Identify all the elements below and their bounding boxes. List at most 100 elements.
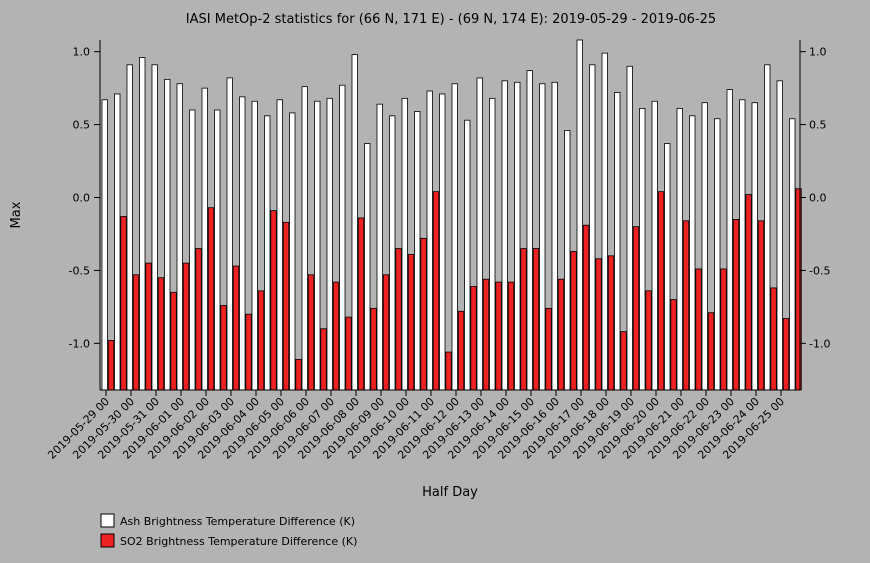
y-ticks-left: 1.0 0.5 0.0 -0.5 -1.0 bbox=[69, 46, 100, 350]
ash-bar-5 bbox=[164, 78, 171, 391]
so2-bar-5 bbox=[170, 291, 177, 391]
so2-bar-11 bbox=[245, 313, 252, 391]
so2-bar-2 bbox=[132, 274, 140, 391]
ash-bar-53 bbox=[764, 64, 771, 391]
ash-bar-4 bbox=[151, 64, 158, 391]
ash-bar-52 bbox=[751, 102, 758, 391]
ash-bar-50 bbox=[726, 89, 733, 391]
ash-bar-7 bbox=[189, 109, 196, 391]
so2-bar-19 bbox=[345, 316, 352, 391]
so2-bar-40 bbox=[607, 255, 615, 391]
ash-bar-49 bbox=[714, 118, 721, 391]
ash-bar-46 bbox=[676, 108, 683, 391]
ash-bar-35 bbox=[539, 83, 546, 391]
ash-bar-14 bbox=[276, 99, 283, 391]
so2-bar-31 bbox=[495, 281, 502, 391]
so2-bar-51 bbox=[745, 194, 752, 391]
ash-bar-20 bbox=[351, 54, 358, 391]
so2-bar-9 bbox=[220, 305, 227, 391]
ash-bar-41 bbox=[614, 92, 621, 391]
ash-bar-22 bbox=[376, 103, 383, 391]
ash-bar-23 bbox=[389, 115, 396, 391]
so2-bar-24 bbox=[407, 253, 415, 391]
so2-bar-48 bbox=[707, 312, 715, 391]
so2-bar-45 bbox=[670, 299, 677, 391]
ash-bar-24 bbox=[401, 97, 408, 391]
ash-bar-54 bbox=[776, 80, 783, 391]
so2-bar-7 bbox=[195, 248, 202, 391]
legend: Ash Brightness Temperature Difference (K… bbox=[100, 513, 357, 548]
legend-swatch-ash bbox=[100, 513, 115, 528]
y-tick-label-left-3: -0.5 bbox=[69, 264, 90, 277]
ash-bar-16 bbox=[301, 86, 308, 391]
ash-bar-40 bbox=[601, 52, 608, 391]
axes-group bbox=[99, 40, 801, 391]
ash-bar-10 bbox=[226, 77, 233, 391]
so2-bar-38 bbox=[582, 224, 590, 391]
so2-bar-44 bbox=[657, 191, 665, 391]
so2-bar-49 bbox=[720, 268, 727, 391]
x-axis-label: Half Day bbox=[422, 485, 478, 500]
ash-bar-6 bbox=[176, 83, 183, 391]
so2-bar-47 bbox=[695, 268, 702, 391]
so2-bar-21 bbox=[370, 307, 377, 391]
ash-bar-12 bbox=[251, 100, 258, 391]
chart-title: IASI MetOp-2 statistics for (66 N, 171 E… bbox=[186, 12, 716, 27]
so2-bar-39 bbox=[595, 258, 602, 391]
legend-label-ash: Ash Brightness Temperature Difference (K… bbox=[120, 515, 355, 528]
ash-bar-34 bbox=[526, 70, 533, 391]
so2-bar-54 bbox=[782, 318, 790, 391]
ash-bar-32 bbox=[501, 80, 508, 391]
ash-bar-51 bbox=[739, 99, 746, 391]
ash-bar-17 bbox=[314, 100, 321, 391]
so2-bar-10 bbox=[232, 265, 240, 391]
y-tick-label-right-1: 0.5 bbox=[809, 119, 827, 132]
so2-bar-50 bbox=[732, 218, 740, 391]
so2-bar-18 bbox=[332, 281, 340, 391]
ash-bar-19 bbox=[339, 84, 346, 391]
bars-group bbox=[101, 39, 802, 391]
ash-bar-13 bbox=[264, 115, 271, 391]
so2-bar-53 bbox=[770, 287, 777, 391]
so2-bar-25 bbox=[420, 237, 427, 391]
ash-bar-38 bbox=[576, 39, 583, 391]
y-tick-label-left-1: 0.5 bbox=[73, 119, 91, 132]
ash-bar-30 bbox=[476, 77, 483, 391]
ash-bar-29 bbox=[464, 119, 471, 391]
legend-label-so2: SO2 Brightness Temperature Difference (K… bbox=[120, 535, 357, 548]
so2-bar-12 bbox=[257, 290, 265, 391]
so2-bar-28 bbox=[457, 310, 465, 391]
ash-bar-8 bbox=[201, 87, 208, 391]
ash-bar-36 bbox=[551, 81, 558, 391]
so2-bar-27 bbox=[445, 351, 452, 391]
ash-bar-28 bbox=[451, 83, 458, 391]
so2-bar-20 bbox=[357, 217, 365, 391]
so2-bar-13 bbox=[270, 210, 277, 391]
so2-bar-4 bbox=[157, 277, 165, 391]
ash-bar-1 bbox=[114, 93, 121, 391]
so2-bar-46 bbox=[682, 220, 690, 391]
so2-bar-0 bbox=[107, 340, 115, 391]
y-ticks-right: 1.0 0.5 0.0 -0.5 -1.0 bbox=[800, 46, 830, 350]
so2-bar-36 bbox=[557, 278, 565, 391]
y-tick-label-right-3: -0.5 bbox=[809, 264, 830, 277]
so2-bar-42 bbox=[632, 226, 640, 391]
ash-bar-45 bbox=[664, 143, 671, 391]
ash-bar-0 bbox=[101, 99, 108, 391]
so2-bar-3 bbox=[145, 262, 152, 391]
ash-bar-11 bbox=[239, 96, 246, 391]
so2-bar-17 bbox=[320, 328, 327, 391]
so2-bar-43 bbox=[645, 290, 652, 391]
so2-bar-6 bbox=[182, 262, 190, 391]
y-tick-label-right-0: 1.0 bbox=[809, 46, 827, 59]
y-tick-label-left-2: 0.0 bbox=[73, 192, 91, 205]
ash-bar-9 bbox=[214, 109, 221, 391]
y-axis-label: Max bbox=[9, 201, 24, 228]
so2-bar-34 bbox=[532, 248, 540, 391]
so2-bar-8 bbox=[207, 207, 215, 391]
ash-bar-31 bbox=[489, 97, 496, 391]
ash-bar-2 bbox=[126, 64, 133, 391]
so2-bar-30 bbox=[482, 278, 490, 391]
ash-bar-18 bbox=[326, 97, 333, 391]
